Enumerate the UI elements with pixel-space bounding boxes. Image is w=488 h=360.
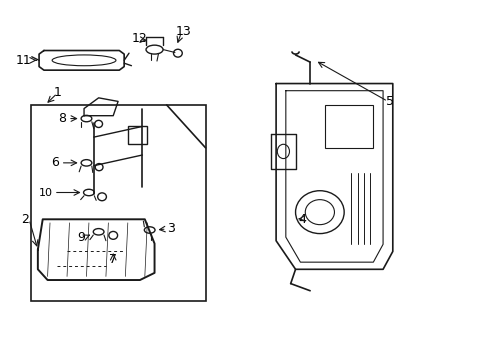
Text: 5: 5 bbox=[386, 95, 393, 108]
Text: 2: 2 bbox=[21, 213, 29, 226]
Bar bbox=[127, 126, 147, 144]
Text: 11: 11 bbox=[15, 54, 31, 67]
Text: 1: 1 bbox=[53, 86, 61, 99]
Text: 6: 6 bbox=[51, 156, 59, 169]
Text: 7: 7 bbox=[109, 253, 117, 266]
Bar bbox=[30, 105, 205, 301]
Text: 9: 9 bbox=[78, 231, 85, 244]
Text: 10: 10 bbox=[39, 188, 53, 198]
Text: 13: 13 bbox=[176, 25, 191, 38]
Text: 3: 3 bbox=[166, 222, 174, 235]
Text: 12: 12 bbox=[132, 32, 147, 45]
Text: 8: 8 bbox=[58, 112, 66, 125]
Bar bbox=[324, 105, 372, 148]
Text: 4: 4 bbox=[297, 213, 305, 226]
